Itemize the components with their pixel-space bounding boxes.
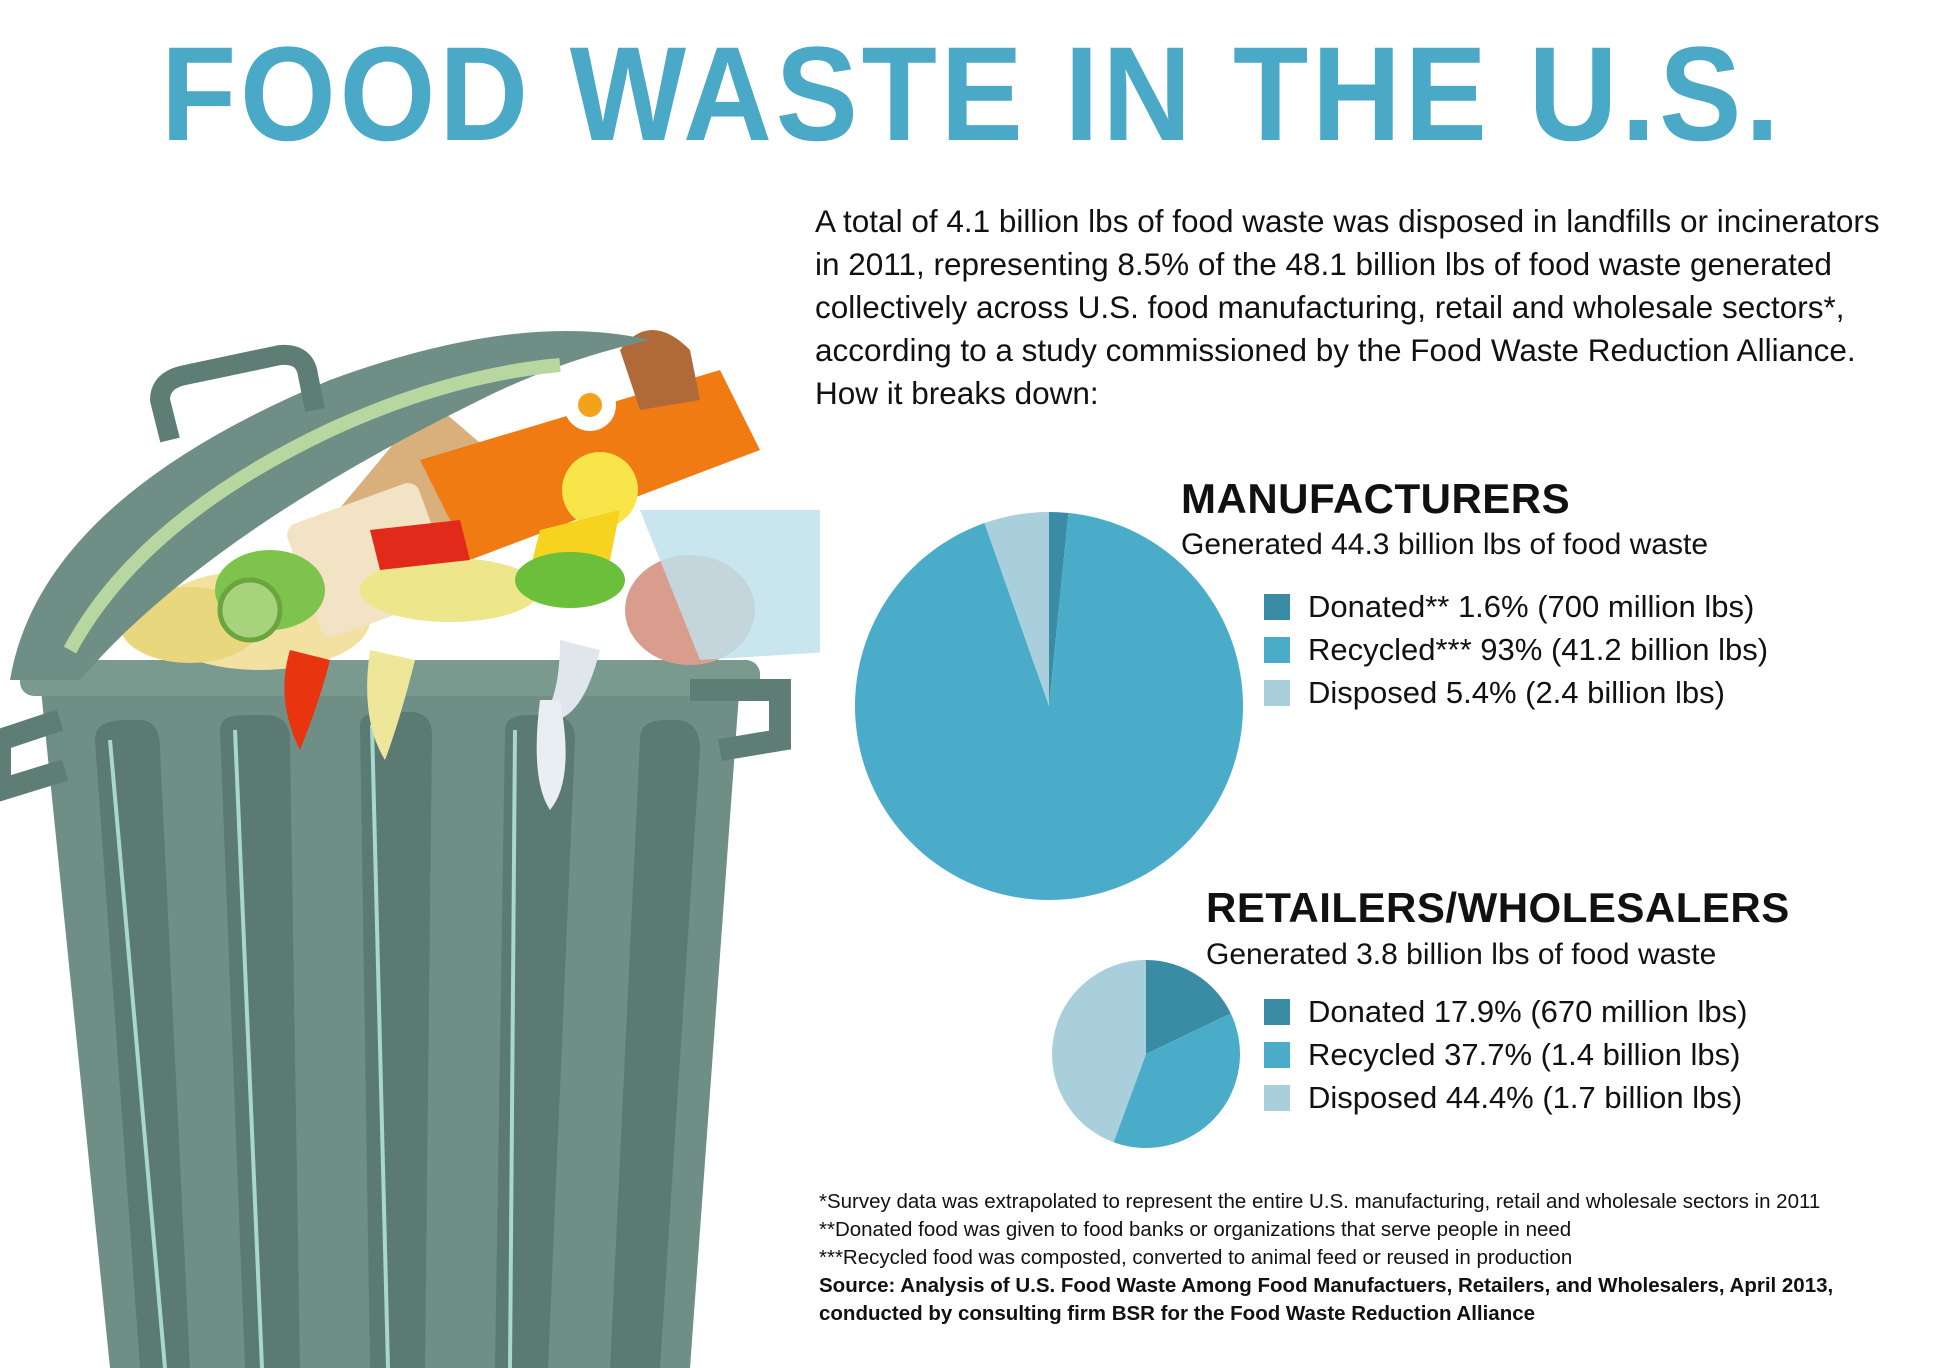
drips	[284, 640, 600, 810]
retailers-subtitle: Generated 3.8 billion lbs of food waste	[1206, 938, 1717, 971]
legend-item-recycled: Recycled*** 93% (41.2 billion lbs)	[1264, 628, 1768, 671]
legend-swatch-disposed	[1264, 1084, 1290, 1111]
legend-item-donated: Donated** 1.6% (700 million lbs)	[1264, 585, 1768, 628]
source-line: conducted by consulting firm BSR for the…	[819, 1302, 1536, 1325]
legend-swatch-recycled	[1264, 636, 1290, 663]
pie-slice-disposed	[984, 512, 1049, 706]
manufacturers-pie	[855, 512, 1243, 900]
legend-item-recycled: Recycled 37.7% (1.4 billion lbs)	[1264, 1033, 1747, 1076]
legend-item-disposed: Disposed 5.4% (2.4 billion lbs)	[1264, 671, 1768, 714]
trash-can-lid-handle	[150, 344, 325, 443]
legend-label: Disposed 5.4% (2.4 billion lbs)	[1308, 674, 1725, 710]
pie-slice-recycled	[1113, 1013, 1240, 1148]
source-line: Source: Analysis of U.S. Food Waste Amon…	[819, 1274, 1834, 1297]
legend-label: Donated 17.9% (670 million lbs)	[1308, 993, 1748, 1029]
legend-label: Donated** 1.6% (700 million lbs)	[1308, 588, 1755, 624]
legend-swatch-donated	[1264, 593, 1290, 620]
trash-can-ribs	[95, 712, 700, 1368]
retailers-title: RETAILERS/WHOLESALERS	[1206, 884, 1790, 931]
legend-swatch-recycled	[1264, 1041, 1290, 1068]
legend-item-donated: Donated 17.9% (670 million lbs)	[1264, 990, 1747, 1033]
legend-label: Recycled*** 93% (41.2 billion lbs)	[1308, 631, 1769, 667]
pie-slice-donated	[1146, 960, 1231, 1054]
footnote: ***Recycled food was composted, converte…	[819, 1246, 1573, 1269]
manufacturers-legend: Donated** 1.6% (700 million lbs) Recycle…	[1264, 585, 1768, 714]
footnote: **Donated food was given to food banks o…	[819, 1218, 1572, 1241]
manufacturers-title: MANUFACTURERS	[1181, 475, 1571, 522]
legend-swatch-donated	[1264, 998, 1290, 1025]
trash-can-highlights	[108, 724, 517, 1368]
intro-paragraph: A total of 4.1 billion lbs of food waste…	[815, 203, 1880, 411]
retailers-legend: Donated 17.9% (670 million lbs) Recycled…	[1264, 990, 1747, 1119]
footnote: *Survey data was extrapolated to represe…	[819, 1190, 1821, 1213]
pie-slice-donated	[1049, 512, 1069, 706]
trash-can-handle-left	[0, 709, 69, 802]
retailers-pie	[1052, 960, 1240, 1148]
legend-swatch-disposed	[1264, 679, 1290, 706]
page-title: FOOD WASTE IN THE U.S.	[160, 20, 1784, 169]
legend-label: Disposed 44.4% (1.7 billion lbs)	[1308, 1079, 1743, 1115]
legend-label: Recycled 37.7% (1.4 billion lbs)	[1308, 1036, 1741, 1072]
manufacturers-subtitle: Generated 44.3 billion lbs of food waste	[1181, 528, 1709, 561]
pie-slice-recycled	[855, 512, 1243, 900]
footnotes: *Survey data was extrapolated to represe…	[819, 1188, 1929, 1328]
food-pile	[120, 330, 820, 670]
legend-item-disposed: Disposed 44.4% (1.7 billion lbs)	[1264, 1076, 1747, 1119]
trash-can-illustration	[0, 330, 820, 1368]
pie-slice-disposed	[1052, 960, 1146, 1143]
trash-can-handle-right	[690, 679, 791, 761]
